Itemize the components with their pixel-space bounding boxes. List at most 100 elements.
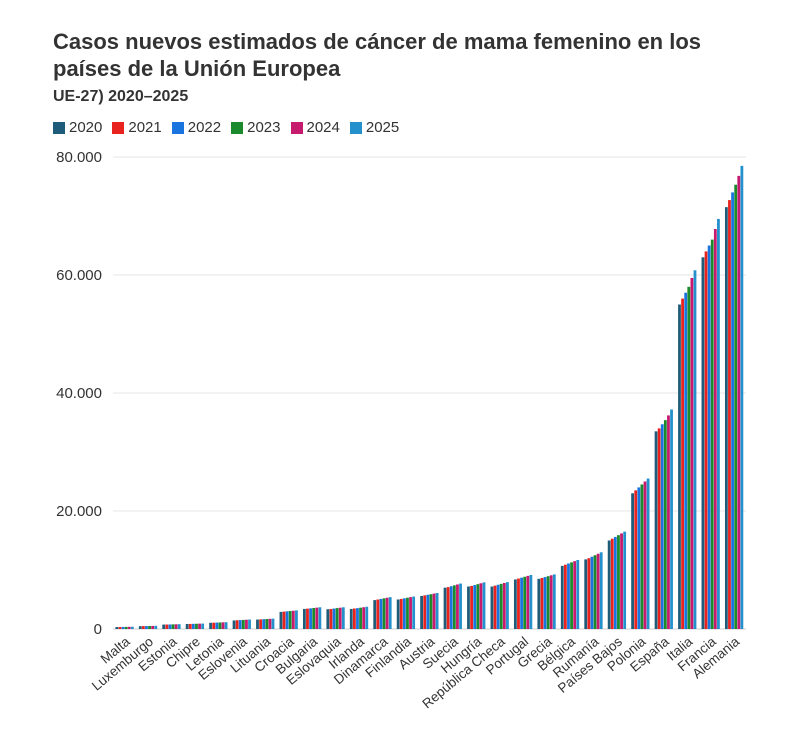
bar-2025 xyxy=(482,582,486,629)
bar-2021 xyxy=(728,200,731,629)
bar-2024 xyxy=(409,597,412,629)
chart-legend: 2020 2021 2022 2023 2024 2025 xyxy=(53,119,399,136)
bar-2021 xyxy=(259,619,262,629)
bar-2023 xyxy=(617,535,620,629)
bar-2022 xyxy=(567,563,570,629)
bar-2025 xyxy=(740,165,744,629)
bar-2020 xyxy=(396,599,400,629)
legend-swatch xyxy=(231,121,244,134)
bar-2025 xyxy=(646,478,650,629)
bar-2023 xyxy=(663,420,667,629)
bar-2021 xyxy=(657,428,661,629)
y-tick-label: 20.000 xyxy=(56,503,102,520)
bar-2021 xyxy=(376,599,380,629)
bar-2024 xyxy=(127,626,131,629)
bar-2025 xyxy=(365,606,369,629)
legend-label: 2022 xyxy=(187,119,222,136)
bar-2023 xyxy=(241,619,245,629)
bar-2024 xyxy=(338,607,342,629)
bar-2025 xyxy=(717,218,720,629)
bar-2021 xyxy=(165,624,169,629)
bar-2024 xyxy=(620,533,623,629)
bar-2025 xyxy=(435,593,439,629)
bar-2022 xyxy=(613,536,617,629)
bar-2025 xyxy=(201,623,205,629)
bar-2020 xyxy=(349,608,353,629)
bar-2021 xyxy=(563,564,567,629)
bar-2022 xyxy=(731,192,734,629)
bar-2022 xyxy=(426,594,430,629)
bar-2025 xyxy=(341,607,345,629)
bar-2020 xyxy=(607,540,611,629)
bar-2021 xyxy=(634,490,638,629)
legend-item-2022[interactable]: 2022 xyxy=(171,119,222,136)
legend-item-2024[interactable]: 2024 xyxy=(290,119,340,136)
bar-2023 xyxy=(312,607,316,629)
bar-2024 xyxy=(713,228,717,630)
bar-2022 xyxy=(402,598,406,629)
bar-2024 xyxy=(573,561,577,629)
bar-2023 xyxy=(429,594,433,629)
bar-2024 xyxy=(221,622,225,629)
bar-2025 xyxy=(529,575,533,629)
legend-item-2025[interactable]: 2025 xyxy=(349,119,399,136)
bar-2022 xyxy=(379,598,383,629)
legend-item-2023[interactable]: 2023 xyxy=(231,119,281,136)
legend-label: 2020 xyxy=(69,119,103,136)
legend-item-2021[interactable]: 2021 xyxy=(112,119,162,136)
bar-2022 xyxy=(262,619,266,629)
bar-2024 xyxy=(268,618,272,629)
bar-2022 xyxy=(356,608,359,629)
legend-swatch xyxy=(53,121,65,134)
y-tick-label: 80.000 xyxy=(56,149,102,166)
bar-2024 xyxy=(245,619,248,629)
bar-2020 xyxy=(420,595,423,629)
bar-2025 xyxy=(459,583,462,629)
bar-2022 xyxy=(191,623,195,629)
bar-2024 xyxy=(737,175,741,629)
bar-2023 xyxy=(335,608,339,629)
legend-label: 2024 xyxy=(306,119,340,136)
bar-2020 xyxy=(631,493,634,629)
bar-2025 xyxy=(248,619,251,629)
bar-2023 xyxy=(687,286,691,629)
bar-2024 xyxy=(291,610,295,629)
bar-2022 xyxy=(121,626,125,629)
bar-2025 xyxy=(388,597,392,629)
bar-2021 xyxy=(610,538,614,629)
bar-2020 xyxy=(654,431,658,629)
bar-2025 xyxy=(318,607,322,629)
bar-2020 xyxy=(256,619,259,629)
bar-2022 xyxy=(449,586,453,629)
bar-2020 xyxy=(326,609,330,629)
bar-2025 xyxy=(130,626,134,629)
legend-swatch xyxy=(112,121,125,134)
bar-2021 xyxy=(704,251,708,629)
bar-2022 xyxy=(285,611,289,629)
bar-2020 xyxy=(373,600,377,629)
bar-2022 xyxy=(543,577,547,629)
bar-2024 xyxy=(456,584,459,629)
bar-2025 xyxy=(576,559,580,629)
legend-swatch xyxy=(290,121,303,134)
legend-item-2020[interactable]: 2020 xyxy=(53,119,102,136)
bar-2023 xyxy=(148,625,151,629)
chart-title: Casos nuevos estimados de cáncer de mama… xyxy=(53,29,702,81)
bar-2021 xyxy=(446,587,450,629)
bar-2024 xyxy=(385,597,389,629)
bar-2023 xyxy=(710,239,714,629)
bar-2024 xyxy=(596,553,600,629)
bar-2021 xyxy=(141,626,145,629)
bar-2024 xyxy=(526,575,530,629)
bar-2023 xyxy=(499,583,503,629)
bar-2023 xyxy=(218,622,222,629)
bar-2023 xyxy=(570,562,573,629)
bar-2020 xyxy=(232,620,236,629)
bar-2022 xyxy=(660,424,664,629)
y-tick-label: 0 xyxy=(94,621,102,638)
bar-2023 xyxy=(195,623,198,629)
bar-2020 xyxy=(138,626,142,629)
bar-2021 xyxy=(329,608,333,629)
bar-2024 xyxy=(174,624,178,629)
